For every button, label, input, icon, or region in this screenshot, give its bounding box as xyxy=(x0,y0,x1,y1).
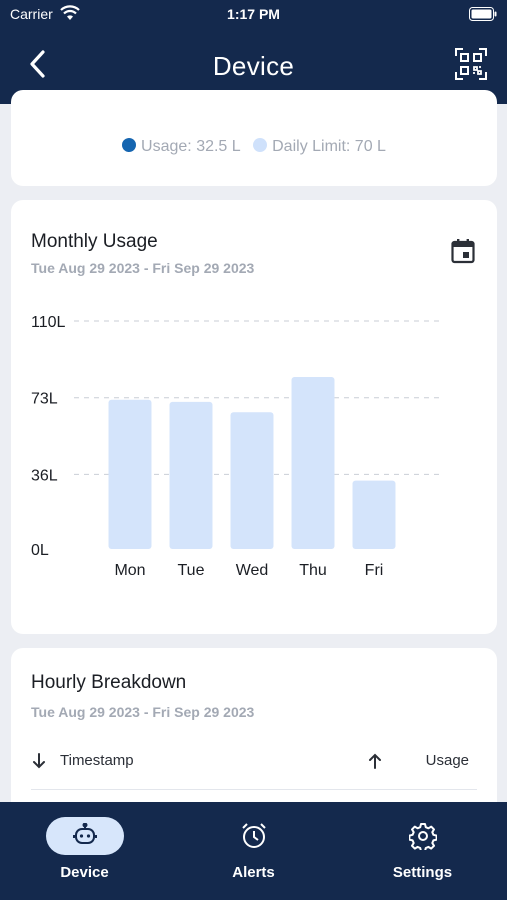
hourly-breakdown-card: Hourly Breakdown Tue Aug 29 2023 - Fri S… xyxy=(11,648,497,818)
alarm-clock-icon xyxy=(240,822,268,855)
bar xyxy=(352,480,396,549)
y-tick-label: 36L xyxy=(31,467,58,484)
tab-settings[interactable]: Settings xyxy=(338,802,507,900)
y-tick-label: 110L xyxy=(31,314,66,331)
monthly-usage-title: Monthly Usage xyxy=(31,231,158,252)
sort-up-arrow-icon[interactable] xyxy=(367,752,383,774)
gear-icon xyxy=(408,822,438,855)
calendar-icon[interactable] xyxy=(451,238,475,269)
legend-limit-label: Daily Limit: 70 L xyxy=(272,138,386,155)
tab-bar: Device Alerts Settings xyxy=(0,802,507,900)
robot-icon xyxy=(72,822,98,854)
qr-code-scan-icon[interactable] xyxy=(455,48,487,85)
page-title: Device xyxy=(212,51,295,81)
x-tick-label: Mon xyxy=(114,562,145,579)
tab-device-label: Device xyxy=(60,864,109,881)
monthly-usage-chart: 0L36L73L110LnMonTueWedThuFri xyxy=(11,314,443,585)
app-header: Carrier 1:17 PM Device xyxy=(0,0,507,104)
legend-usage-label: Usage: 32.5 L xyxy=(141,138,241,155)
usage-column-header[interactable]: Usage xyxy=(425,752,469,769)
x-tick-label: Fri xyxy=(365,562,384,579)
usage-summary-card: Usage: 32.5 L Daily Limit: 70 L xyxy=(11,90,497,186)
x-tick-label: Thu xyxy=(299,562,327,579)
carrier-label: Carrier xyxy=(10,6,53,22)
back-chevron-icon[interactable] xyxy=(26,50,48,83)
bar xyxy=(230,412,274,549)
tab-device[interactable]: Device xyxy=(0,802,169,900)
chart-scroll-mask xyxy=(11,555,71,585)
bar xyxy=(108,399,152,549)
hourly-breakdown-title: Hourly Breakdown xyxy=(31,672,187,693)
tab-alerts[interactable]: Alerts xyxy=(169,802,338,900)
usage-dot xyxy=(122,138,137,152)
monthly-usage-range: Tue Aug 29 2023 - Fri Sep 29 2023 xyxy=(31,260,255,276)
bar xyxy=(169,401,213,549)
y-tick-label: 73L xyxy=(31,391,58,408)
chart-legend: Usage: 32.5 L Daily Limit: 70 L xyxy=(11,138,497,156)
bar xyxy=(291,376,335,549)
x-tick-label: Tue xyxy=(178,562,205,579)
monthly-usage-card: Monthly Usage Tue Aug 29 2023 - Fri Sep … xyxy=(11,200,497,634)
table-header-row: Timestamp Usage xyxy=(31,752,477,782)
hourly-breakdown-range: Tue Aug 29 2023 - Fri Sep 29 2023 xyxy=(31,704,255,720)
legend-usage: Usage: 32.5 L xyxy=(122,138,241,155)
status-time: 1:17 PM xyxy=(227,6,280,22)
tab-alerts-label: Alerts xyxy=(232,864,275,881)
legend-limit: Daily Limit: 70 L xyxy=(253,138,386,155)
x-tick-label: Wed xyxy=(236,562,269,579)
limit-dot xyxy=(253,138,268,152)
sort-down-arrow-icon[interactable] xyxy=(31,752,47,774)
wifi-icon xyxy=(60,5,80,24)
battery-icon xyxy=(469,7,497,24)
timestamp-column-header[interactable]: Timestamp xyxy=(60,752,134,769)
table-divider xyxy=(31,789,477,790)
y-tick-label: 0L xyxy=(31,542,49,559)
tab-settings-label: Settings xyxy=(392,864,453,881)
status-bar: Carrier 1:17 PM xyxy=(0,0,507,30)
